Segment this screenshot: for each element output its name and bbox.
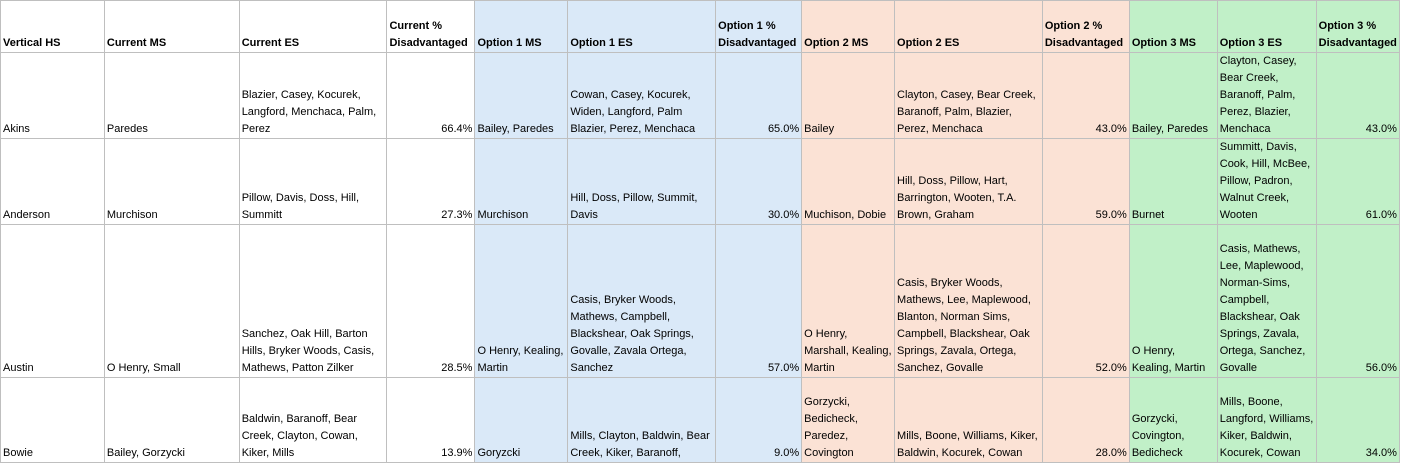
- table-cell[interactable]: 56.0%: [1315, 224, 1400, 378]
- table-cell[interactable]: O Henry, Small: [103, 224, 240, 378]
- table-cell[interactable]: Burnet: [1128, 138, 1218, 225]
- table-cell[interactable]: Murchison: [103, 138, 240, 225]
- header-cell[interactable]: Option 1 MS: [474, 0, 569, 53]
- header-cell[interactable]: Vertical HS: [0, 0, 105, 53]
- table-cell[interactable]: Goryzcki: [474, 377, 569, 463]
- empty-cell[interactable]: [1399, 52, 1413, 139]
- header-cell[interactable]: Option 3 MS: [1128, 0, 1218, 53]
- header-cell[interactable]: Option 2 ES: [894, 0, 1043, 53]
- table-cell[interactable]: Hill, Doss, Pillow, Summit, Davis: [567, 138, 717, 225]
- table-cell[interactable]: O Henry, Kealing, Martin: [474, 224, 569, 378]
- table-cell[interactable]: Bailey, Paredes: [474, 52, 569, 139]
- table-cell[interactable]: Bailey, Gorzycki: [103, 377, 240, 463]
- table-cell[interactable]: Bailey, Paredes: [1128, 52, 1218, 139]
- table-cell[interactable]: 30.0%: [715, 138, 803, 225]
- table-row: Bowie Bailey, Gorzycki Baldwin, Baranoff…: [0, 377, 1413, 463]
- table-cell[interactable]: Gorzycki, Covington, Bedicheck: [1128, 377, 1218, 463]
- table-cell[interactable]: 28.0%: [1041, 377, 1130, 463]
- table-cell[interactable]: Paredes: [103, 52, 240, 139]
- empty-cell[interactable]: [1399, 138, 1413, 225]
- table-cell[interactable]: Mills, Clayton, Baldwin, Bear Creek, Kik…: [567, 377, 717, 463]
- table-cell[interactable]: O Henry, Kealing, Martin: [1128, 224, 1218, 378]
- table-cell[interactable]: 52.0%: [1041, 224, 1130, 378]
- empty-cell[interactable]: [1399, 0, 1413, 53]
- table-cell[interactable]: Clayton, Casey, Bear Creek, Baranoff, Pa…: [1216, 52, 1317, 139]
- table-cell[interactable]: 59.0%: [1041, 138, 1130, 225]
- header-cell[interactable]: Option 3 % Disadvantaged: [1315, 0, 1400, 53]
- table-cell[interactable]: 28.5%: [386, 224, 476, 378]
- table-cell[interactable]: Bailey: [801, 52, 896, 139]
- empty-cell[interactable]: [1399, 377, 1413, 463]
- table-cell[interactable]: 66.4%: [386, 52, 476, 139]
- table-cell[interactable]: Summitt, Davis, Cook, Hill, McBee, Pillo…: [1216, 138, 1317, 225]
- table-cell[interactable]: Cowan, Casey, Kocurek, Widen, Langford, …: [567, 52, 717, 139]
- table-cell[interactable]: Blazier, Casey, Kocurek, Langford, Mench…: [238, 52, 388, 139]
- table-row: Anderson Murchison Pillow, Davis, Doss, …: [0, 138, 1413, 225]
- table-cell[interactable]: Austin: [0, 224, 105, 378]
- table-cell[interactable]: Muchison, Dobie: [801, 138, 896, 225]
- table-row: Austin O Henry, Small Sanchez, Oak Hill,…: [0, 224, 1413, 378]
- header-cell[interactable]: Option 2 MS: [801, 0, 896, 53]
- table-cell[interactable]: 65.0%: [715, 52, 803, 139]
- table-cell[interactable]: Baldwin, Baranoff, Bear Creek, Clayton, …: [238, 377, 388, 463]
- table-cell[interactable]: Gorzycki, Bedicheck, Paredez, Covington: [801, 377, 896, 463]
- table-cell[interactable]: O Henry, Marshall, Kealing, Martin: [801, 224, 896, 378]
- table-cell[interactable]: Casis, Bryker Woods, Mathews, Campbell, …: [567, 224, 717, 378]
- table-cell[interactable]: Murchison: [474, 138, 569, 225]
- header-cell[interactable]: Current ES: [238, 0, 388, 53]
- table-cell[interactable]: Bowie: [0, 377, 105, 463]
- table-cell[interactable]: 43.0%: [1315, 52, 1400, 139]
- table-cell[interactable]: Casis, Bryker Woods, Mathews, Lee, Maple…: [894, 224, 1043, 378]
- table-cell[interactable]: 27.3%: [386, 138, 476, 225]
- table-cell[interactable]: Mills, Boone, Williams, Kiker, Baldwin, …: [894, 377, 1043, 463]
- header-cell[interactable]: Option 2 % Disadvantaged: [1041, 0, 1130, 53]
- table-cell[interactable]: 34.0%: [1315, 377, 1400, 463]
- table-cell[interactable]: Mills, Boone, Langford, Williams, Kiker,…: [1216, 377, 1317, 463]
- table-cell[interactable]: 57.0%: [715, 224, 803, 378]
- table-cell[interactable]: 43.0%: [1041, 52, 1130, 139]
- table-cell[interactable]: 9.0%: [715, 377, 803, 463]
- header-cell[interactable]: Current MS: [103, 0, 240, 53]
- header-row: Vertical HS Current MS Current ES Curren…: [0, 0, 1413, 53]
- empty-cell[interactable]: [1399, 224, 1413, 378]
- table-cell[interactable]: Clayton, Casey, Bear Creek, Baranoff, Pa…: [894, 52, 1043, 139]
- table-row: Akins Paredes Blazier, Casey, Kocurek, L…: [0, 52, 1413, 139]
- table-cell[interactable]: Pillow, Davis, Doss, Hill, Summitt: [238, 138, 388, 225]
- table-cell[interactable]: Akins: [0, 52, 105, 139]
- table-cell[interactable]: Sanchez, Oak Hill, Barton Hills, Bryker …: [238, 224, 388, 378]
- table-cell[interactable]: Casis, Mathews, Lee, Maplewood, Norman-S…: [1216, 224, 1317, 378]
- table-cell[interactable]: Anderson: [0, 138, 105, 225]
- table-cell[interactable]: Hill, Doss, Pillow, Hart, Barrington, Wo…: [894, 138, 1043, 225]
- table-cell[interactable]: 61.0%: [1315, 138, 1400, 225]
- header-cell[interactable]: Option 3 ES: [1216, 0, 1317, 53]
- header-cell[interactable]: Option 1 ES: [567, 0, 717, 53]
- table-cell[interactable]: 13.9%: [386, 377, 476, 463]
- header-cell[interactable]: Current % Disadvantaged: [386, 0, 476, 53]
- header-cell[interactable]: Option 1 % Disadvantaged: [715, 0, 803, 53]
